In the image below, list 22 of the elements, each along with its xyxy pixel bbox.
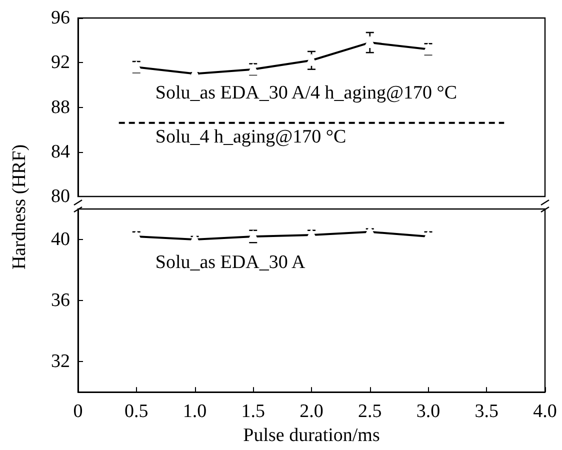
y-tick-label: 92 (51, 52, 70, 74)
x-tick-label: 3.5 (474, 401, 498, 422)
x-tick-label: 2.5 (358, 401, 382, 422)
y-tick-label: 84 (51, 141, 70, 162)
x-axis-title: Pulse duration/ms (243, 425, 380, 446)
y-tick-label: 32 (51, 351, 70, 372)
series-label: Solu_as EDA_30 A (155, 252, 306, 273)
y-tick-label: 96 (51, 8, 70, 28)
series-label: Solu_4 h_aging@170 °C (155, 126, 346, 148)
x-tick-label: 0 (73, 401, 83, 422)
y-tick-label: 80 (51, 186, 70, 207)
x-tick-label: 0.5 (124, 401, 148, 422)
y-axis-title: Hardness (HRF) (9, 144, 31, 270)
series-label: Solu_as EDA_30 A/4 h_aging@170 °C (155, 82, 458, 104)
y-tick-label: 40 (51, 229, 70, 250)
y-tick-label: 36 (51, 290, 70, 312)
x-tick-label: 3.0 (416, 401, 440, 422)
x-tick-label: 2.0 (300, 401, 324, 422)
y-tick-label: 88 (51, 96, 70, 118)
x-tick-label: 4.0 (533, 401, 557, 422)
x-tick-label: 1.0 (182, 401, 207, 422)
x-tick-label: 1.5 (241, 401, 265, 422)
